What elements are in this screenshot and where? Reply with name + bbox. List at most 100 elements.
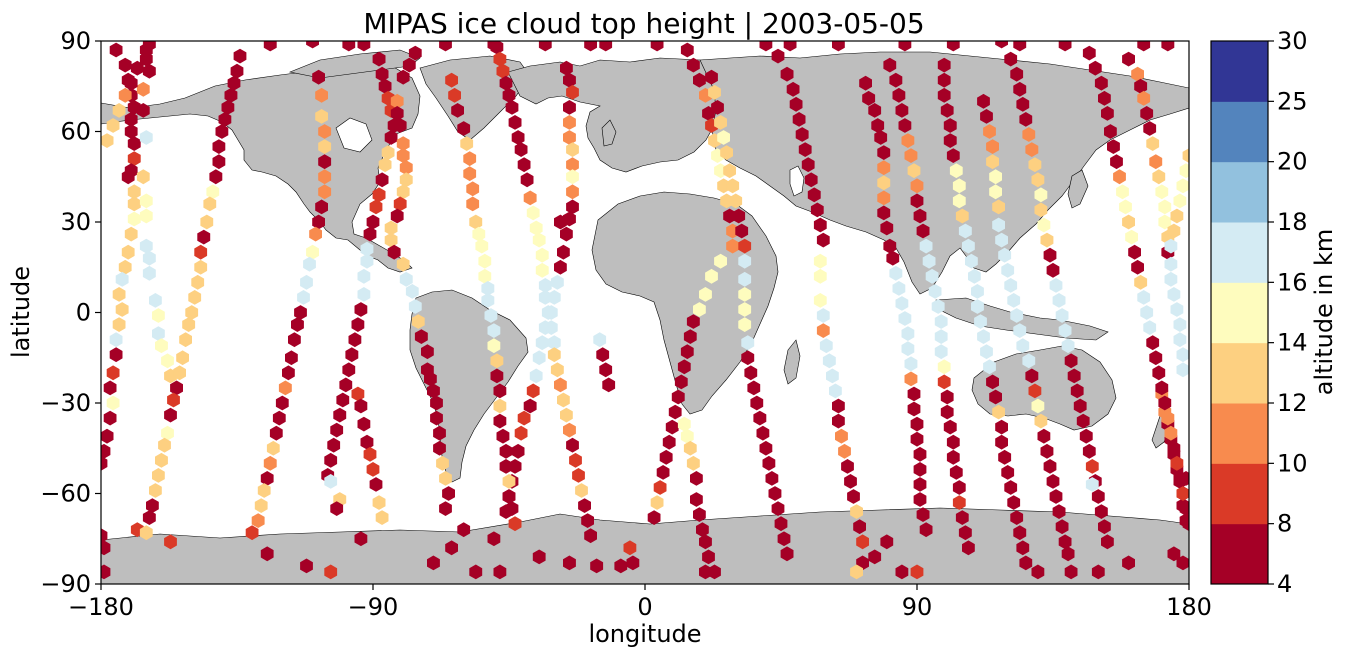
cloud-marker <box>1161 41 1175 52</box>
colorbar-segment <box>1211 101 1268 163</box>
cloud-marker <box>826 368 839 384</box>
cloud-marker <box>106 365 120 381</box>
cloud-marker <box>832 41 845 52</box>
cloud-marker <box>339 377 353 393</box>
cloud-marker <box>354 531 368 547</box>
cloud-marker <box>1076 413 1090 429</box>
cloud-marker <box>1131 259 1144 275</box>
cloud-marker <box>560 60 573 76</box>
cloud-marker <box>653 480 667 495</box>
cloud-marker <box>1073 398 1087 414</box>
cloud-marker <box>750 395 764 411</box>
cloud-marker <box>103 380 117 396</box>
x-tick-label: 90 <box>902 593 933 621</box>
cloud-marker <box>436 455 449 471</box>
cloud-marker <box>318 184 332 200</box>
cloud-marker <box>366 214 380 230</box>
cloud-marker <box>708 84 721 100</box>
cloud-marker <box>937 374 951 390</box>
cloud-marker <box>487 338 501 354</box>
cloud-marker <box>390 208 404 224</box>
cloud-marker <box>756 425 770 441</box>
cloud-marker <box>575 483 588 498</box>
cloud-marker <box>357 287 371 302</box>
cloud-marker <box>402 57 416 73</box>
cloud-marker <box>928 284 942 299</box>
cloud-marker <box>1122 214 1135 230</box>
y-tick-label: 30 <box>60 208 91 236</box>
japan-land <box>1067 169 1089 209</box>
cloud-marker <box>1013 323 1027 338</box>
cloud-marker <box>1179 163 1189 179</box>
cloud-marker <box>257 483 271 498</box>
cloud-marker <box>439 501 452 516</box>
cloud-marker <box>161 353 174 369</box>
cloud-marker <box>892 87 906 103</box>
europe-land <box>507 57 725 173</box>
cloud-marker <box>1013 41 1027 52</box>
cloud-marker <box>1088 60 1102 76</box>
cloud-marker <box>351 386 365 402</box>
cloud-marker <box>1019 112 1033 127</box>
cloud-marker <box>946 449 960 465</box>
cloud-marker <box>807 187 821 203</box>
cloud-marker <box>136 169 150 185</box>
cloud-marker <box>1091 564 1105 580</box>
cloud-marker <box>136 81 150 97</box>
cloud-marker <box>109 347 123 363</box>
cloud-marker <box>711 100 724 115</box>
cloud-marker <box>919 522 933 538</box>
cloud-marker <box>1058 534 1072 550</box>
cloud-marker <box>563 422 576 438</box>
cloud-marker <box>463 151 477 167</box>
x-tick-label: 180 <box>1166 593 1212 621</box>
cloud-marker <box>777 531 791 547</box>
cloud-marker <box>285 350 298 366</box>
cloud-marker <box>251 513 265 528</box>
cloud-marker <box>1031 398 1045 414</box>
cloud-marker <box>124 75 138 91</box>
cloud-marker <box>554 377 567 393</box>
cloud-marker <box>203 196 217 212</box>
cloud-marker <box>880 534 894 550</box>
cloud-marker <box>481 293 495 308</box>
cloud-marker <box>813 293 827 308</box>
cloud-marker <box>517 157 531 173</box>
cloud-marker <box>493 398 507 414</box>
cloud-marker <box>723 163 736 179</box>
cloud-marker <box>1158 395 1172 411</box>
cloud-marker <box>986 374 999 390</box>
cloud-marker <box>680 344 694 360</box>
cloud-marker <box>508 516 522 532</box>
cloud-marker <box>158 437 171 453</box>
colorbar-segment <box>1211 403 1268 464</box>
cloud-marker <box>822 353 836 369</box>
cloud-marker <box>910 178 924 194</box>
cloud-marker <box>1043 459 1057 474</box>
cloud-marker <box>599 362 613 378</box>
cloud-marker <box>683 440 697 456</box>
cloud-marker <box>357 41 371 52</box>
cloud-marker <box>952 495 966 510</box>
cloud-marker <box>557 244 570 260</box>
cloud-marker <box>668 404 682 420</box>
cloud-marker <box>514 142 528 157</box>
cloud-marker <box>142 41 156 52</box>
cloud-marker <box>194 244 208 260</box>
cloud-marker <box>369 199 383 215</box>
cloud-marker <box>623 540 637 556</box>
cloud-marker <box>523 190 537 206</box>
cloud-marker <box>490 353 504 369</box>
cloud-marker <box>940 389 954 405</box>
cloud-marker <box>206 184 220 200</box>
cloud-marker <box>101 564 111 580</box>
cloud-marker <box>1173 332 1187 348</box>
cloud-marker <box>810 202 824 218</box>
cloud-marker <box>1028 157 1042 173</box>
cloud-marker <box>659 449 673 465</box>
cloud-marker <box>194 259 208 275</box>
cloud-marker <box>550 362 564 378</box>
cloud-marker <box>357 268 371 284</box>
cloud-marker <box>853 519 866 535</box>
cloud-marker <box>1137 41 1151 52</box>
